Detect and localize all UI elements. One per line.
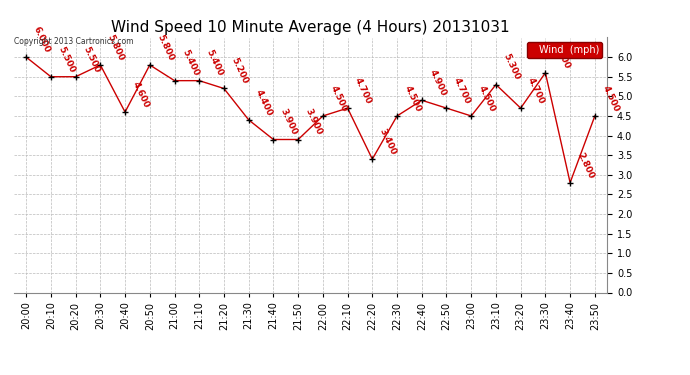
Text: 3.400: 3.400 bbox=[378, 127, 398, 156]
Text: 6.000: 6.000 bbox=[32, 25, 52, 54]
Text: 3.900: 3.900 bbox=[279, 107, 299, 137]
Text: 4.600: 4.600 bbox=[130, 80, 150, 109]
Text: 5.500: 5.500 bbox=[57, 45, 77, 74]
Text: 5.200: 5.200 bbox=[230, 56, 250, 86]
Legend: Wind  (mph): Wind (mph) bbox=[527, 42, 602, 58]
Text: 4.700: 4.700 bbox=[526, 76, 546, 105]
Text: 5.500: 5.500 bbox=[81, 45, 101, 74]
Text: 5.800: 5.800 bbox=[155, 33, 175, 62]
Text: 5.300: 5.300 bbox=[502, 53, 522, 82]
Text: 4.500: 4.500 bbox=[328, 84, 348, 113]
Text: 4.500: 4.500 bbox=[600, 84, 620, 113]
Text: 4.900: 4.900 bbox=[427, 68, 448, 98]
Text: 4.700: 4.700 bbox=[353, 76, 373, 105]
Text: 3.900: 3.900 bbox=[304, 107, 324, 137]
Title: Wind Speed 10 Minute Average (4 Hours) 20131031: Wind Speed 10 Minute Average (4 Hours) 2… bbox=[111, 20, 510, 35]
Text: 5.600: 5.600 bbox=[551, 41, 571, 70]
Text: 5.400: 5.400 bbox=[180, 48, 200, 78]
Text: 2.800: 2.800 bbox=[575, 151, 595, 180]
Text: 5.800: 5.800 bbox=[106, 33, 126, 62]
Text: 5.400: 5.400 bbox=[205, 48, 225, 78]
Text: 4.500: 4.500 bbox=[402, 84, 423, 113]
Text: 4.400: 4.400 bbox=[254, 88, 275, 117]
Text: Copyright 2013 Cartronics.com: Copyright 2013 Cartronics.com bbox=[14, 38, 134, 46]
Text: 4.500: 4.500 bbox=[477, 84, 497, 113]
Text: 4.700: 4.700 bbox=[452, 76, 472, 105]
